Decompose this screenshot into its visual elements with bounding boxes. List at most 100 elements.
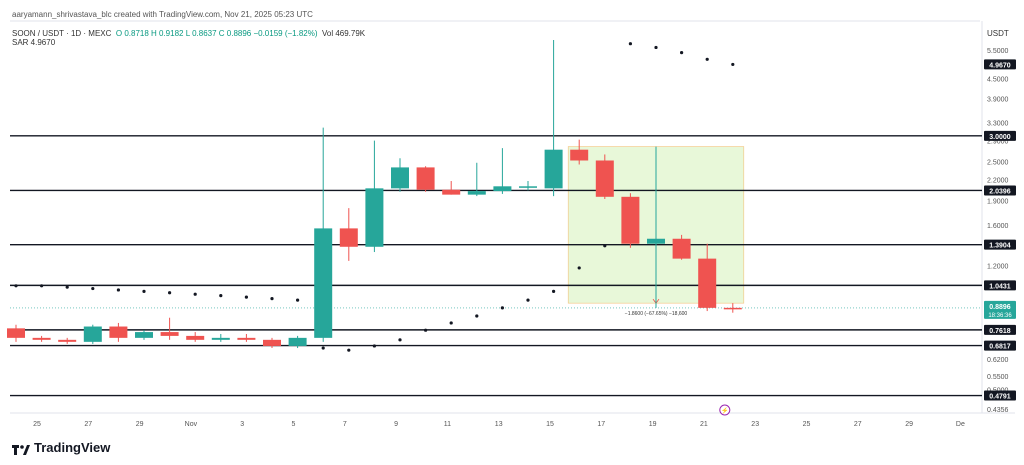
candle-body (32, 337, 51, 340)
candle-body (672, 238, 691, 259)
sar-dot (321, 346, 325, 350)
sar-dot (347, 348, 351, 352)
sar-dot (168, 291, 172, 295)
candle-body (109, 326, 128, 338)
sar-dot (219, 294, 223, 298)
candle-body (339, 228, 358, 247)
y-tick-label: 0.5500 (987, 374, 1009, 381)
candle-body (698, 258, 717, 308)
price-label-text: 1.0431 (989, 283, 1011, 290)
candle-body (595, 160, 614, 197)
sar-dot (91, 286, 95, 291)
current-price-box (984, 300, 1016, 319)
x-tick-label: 21 (700, 421, 708, 428)
chart-attribution: aaryamann_shrivastava_blc created with T… (12, 10, 313, 19)
x-tick-label: 27 (854, 421, 862, 428)
candle-body (58, 339, 77, 342)
x-tick-label: De (956, 421, 965, 428)
x-tick-label: 29 (905, 421, 913, 428)
candle-body (391, 167, 409, 189)
price-label-box (984, 185, 1016, 196)
candle-body (314, 228, 333, 338)
symbol-name[interactable]: SOON / USDT · 1D · MEXC (12, 29, 112, 38)
x-tick-label: 5 (292, 421, 296, 428)
sar-dot (449, 321, 453, 325)
price-label-text: 3.0000 (989, 134, 1011, 141)
sar-dot (731, 62, 735, 67)
candle-body (135, 332, 153, 338)
x-tick-label: 25 (803, 421, 811, 428)
sar-dot (296, 298, 300, 302)
currency-label[interactable]: USDT (987, 29, 1009, 38)
candle-body (83, 326, 102, 342)
y-tick-label: 2.2000 (987, 178, 1009, 185)
y-tick-label: 1.9000 (987, 198, 1009, 205)
sar-dot (270, 297, 274, 301)
candle-body (416, 167, 435, 190)
ohlc-values: O 0.8718 H 0.9182 L 0.8637 C 0.8896 −0.0… (115, 29, 318, 38)
current-price-text: 0.8896 (989, 304, 1011, 311)
x-tick-label: 17 (597, 421, 605, 428)
y-tick-label: 5.5000 (987, 48, 1009, 55)
candle-body (237, 337, 256, 340)
x-tick-label: 23 (751, 421, 759, 428)
price-label-box (984, 239, 1016, 250)
sar-dot (475, 314, 479, 318)
y-tick-label: 1.2000 (987, 264, 1009, 271)
candle-body (7, 328, 25, 338)
x-tick-label: 19 (649, 421, 657, 428)
sar-dot (372, 344, 376, 348)
y-tick-label: 4.5000 (987, 76, 1009, 83)
x-tick-label: 13 (495, 421, 503, 428)
sar-dot (577, 266, 581, 270)
sar-dot (14, 284, 18, 288)
current-price-countdown: 18:36:36 (988, 313, 1012, 319)
symbol-legend[interactable]: SOON / USDT · 1D · MEXC O 0.8718 H 0.918… (12, 29, 365, 38)
candle-body (723, 307, 742, 310)
sar-dot (424, 328, 428, 332)
price-label-box (984, 59, 1016, 70)
price-label-box (984, 130, 1016, 141)
sar-dot (244, 295, 248, 299)
sar-dot (552, 289, 556, 293)
x-tick-label: 15 (546, 421, 554, 428)
x-tick-label: 11 (444, 421, 451, 428)
sar-legend[interactable]: SAR 4.9670 (12, 38, 56, 47)
candle-body (467, 191, 486, 195)
x-tick-label: 27 (84, 421, 92, 428)
y-tick-label: 0.6200 (987, 357, 1009, 364)
tradingview-logo[interactable]: TradingView (12, 440, 110, 455)
sar-dot (193, 292, 197, 296)
price-label-box (984, 390, 1016, 401)
candle-body (570, 149, 589, 161)
event-marker-icon (719, 404, 731, 416)
candle-body (544, 149, 563, 189)
y-tick-label: 2.9000 (987, 139, 1009, 146)
x-tick-label: 7 (343, 421, 347, 428)
x-tick-label: 9 (394, 421, 398, 428)
y-tick-label: 3.9000 (987, 97, 1009, 104)
sar-dot (628, 42, 633, 46)
y-tick-label: 3.3000 (987, 120, 1009, 127)
candle-body (647, 238, 665, 244)
sar-dot (603, 244, 607, 248)
sar-dot (500, 306, 504, 310)
candle-body (263, 339, 281, 346)
volume-value: Vol 469.79K (321, 29, 366, 38)
event-marker-glyph: ⚡ (721, 407, 728, 415)
sar-dot (526, 298, 530, 302)
candle-body (211, 337, 230, 340)
sar-dot (65, 285, 69, 289)
price-label-text: 0.7618 (989, 328, 1011, 335)
price-label-text: 1.3904 (989, 243, 1011, 250)
range-measure-label: −1.8600 (−67.65%) −18,600 (625, 311, 688, 317)
x-tick-label: 3 (240, 421, 244, 428)
price-label-text: 0.6817 (989, 344, 1011, 351)
sar-dot (40, 284, 44, 288)
tradingview-brand: TradingView (34, 440, 111, 455)
candle-body (365, 188, 384, 247)
price-label-box (984, 324, 1016, 335)
sar-dot (654, 45, 658, 50)
y-tick-label: 1.6000 (987, 223, 1009, 230)
